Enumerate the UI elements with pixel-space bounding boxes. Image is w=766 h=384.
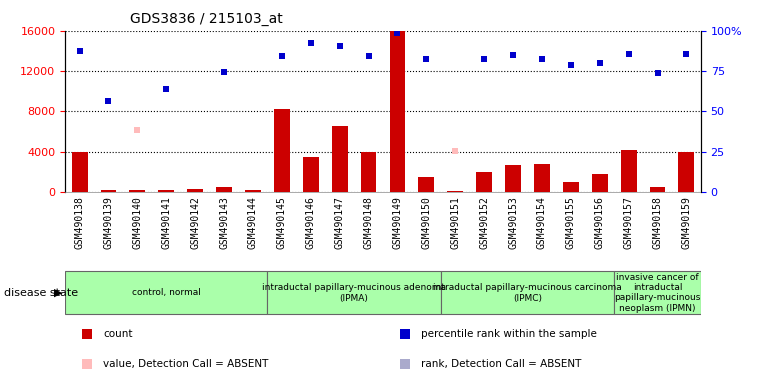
- Text: GSM490147: GSM490147: [335, 196, 345, 249]
- Text: GSM490151: GSM490151: [450, 196, 460, 249]
- Text: control, normal: control, normal: [132, 288, 201, 297]
- Text: GSM490157: GSM490157: [624, 196, 633, 249]
- Bar: [440, 271, 614, 314]
- Text: GSM490159: GSM490159: [682, 196, 692, 249]
- Text: GSM490153: GSM490153: [508, 196, 518, 249]
- Bar: [563, 182, 579, 192]
- Text: GSM490145: GSM490145: [277, 196, 286, 249]
- Text: count: count: [103, 329, 133, 339]
- Text: GSM490148: GSM490148: [364, 196, 374, 249]
- Text: disease state: disease state: [4, 288, 78, 298]
- Text: percentile rank within the sample: percentile rank within the sample: [421, 329, 597, 339]
- Bar: [274, 109, 290, 192]
- Text: GSM490150: GSM490150: [421, 196, 431, 249]
- Bar: [100, 190, 116, 192]
- Bar: [361, 152, 377, 192]
- Bar: [129, 190, 146, 192]
- Text: GSM490146: GSM490146: [306, 196, 316, 249]
- Text: GSM490139: GSM490139: [103, 196, 113, 249]
- Bar: [159, 190, 174, 192]
- Bar: [620, 150, 637, 192]
- Text: GSM490155: GSM490155: [566, 196, 576, 249]
- Text: GSM490144: GSM490144: [248, 196, 258, 249]
- Bar: [592, 174, 607, 192]
- Bar: [187, 189, 203, 192]
- Bar: [614, 271, 701, 314]
- Text: GSM490156: GSM490156: [594, 196, 604, 249]
- Text: GSM490143: GSM490143: [219, 196, 229, 249]
- Text: GSM490140: GSM490140: [133, 196, 142, 249]
- Text: value, Detection Call = ABSENT: value, Detection Call = ABSENT: [103, 359, 269, 369]
- Text: GSM490158: GSM490158: [653, 196, 663, 249]
- Text: rank, Detection Call = ABSENT: rank, Detection Call = ABSENT: [421, 359, 581, 369]
- Bar: [303, 157, 319, 192]
- Text: ▶: ▶: [54, 288, 63, 298]
- Bar: [418, 177, 434, 192]
- Bar: [534, 164, 550, 192]
- Bar: [476, 172, 492, 192]
- Bar: [216, 187, 232, 192]
- Text: intraductal papillary-mucinous carcinoma
(IPMC): intraductal papillary-mucinous carcinoma…: [433, 283, 622, 303]
- Bar: [389, 31, 405, 192]
- Text: intraductal papillary-mucinous adenoma
(IPMA): intraductal papillary-mucinous adenoma (…: [262, 283, 446, 303]
- Text: GSM490138: GSM490138: [74, 196, 84, 249]
- Text: GSM490154: GSM490154: [537, 196, 547, 249]
- Bar: [332, 126, 348, 192]
- Bar: [245, 190, 261, 192]
- Bar: [267, 271, 440, 314]
- Bar: [71, 152, 87, 192]
- Text: GSM490152: GSM490152: [480, 196, 489, 249]
- Text: GDS3836 / 215103_at: GDS3836 / 215103_at: [130, 12, 283, 25]
- Text: invasive cancer of
intraductal
papillary-mucinous
neoplasm (IPMN): invasive cancer of intraductal papillary…: [614, 273, 701, 313]
- Text: GSM490149: GSM490149: [392, 196, 402, 249]
- Bar: [679, 152, 695, 192]
- Text: GSM490142: GSM490142: [190, 196, 200, 249]
- Bar: [447, 191, 463, 192]
- Bar: [650, 187, 666, 192]
- Bar: [65, 271, 267, 314]
- Text: GSM490141: GSM490141: [162, 196, 172, 249]
- Bar: [505, 165, 521, 192]
